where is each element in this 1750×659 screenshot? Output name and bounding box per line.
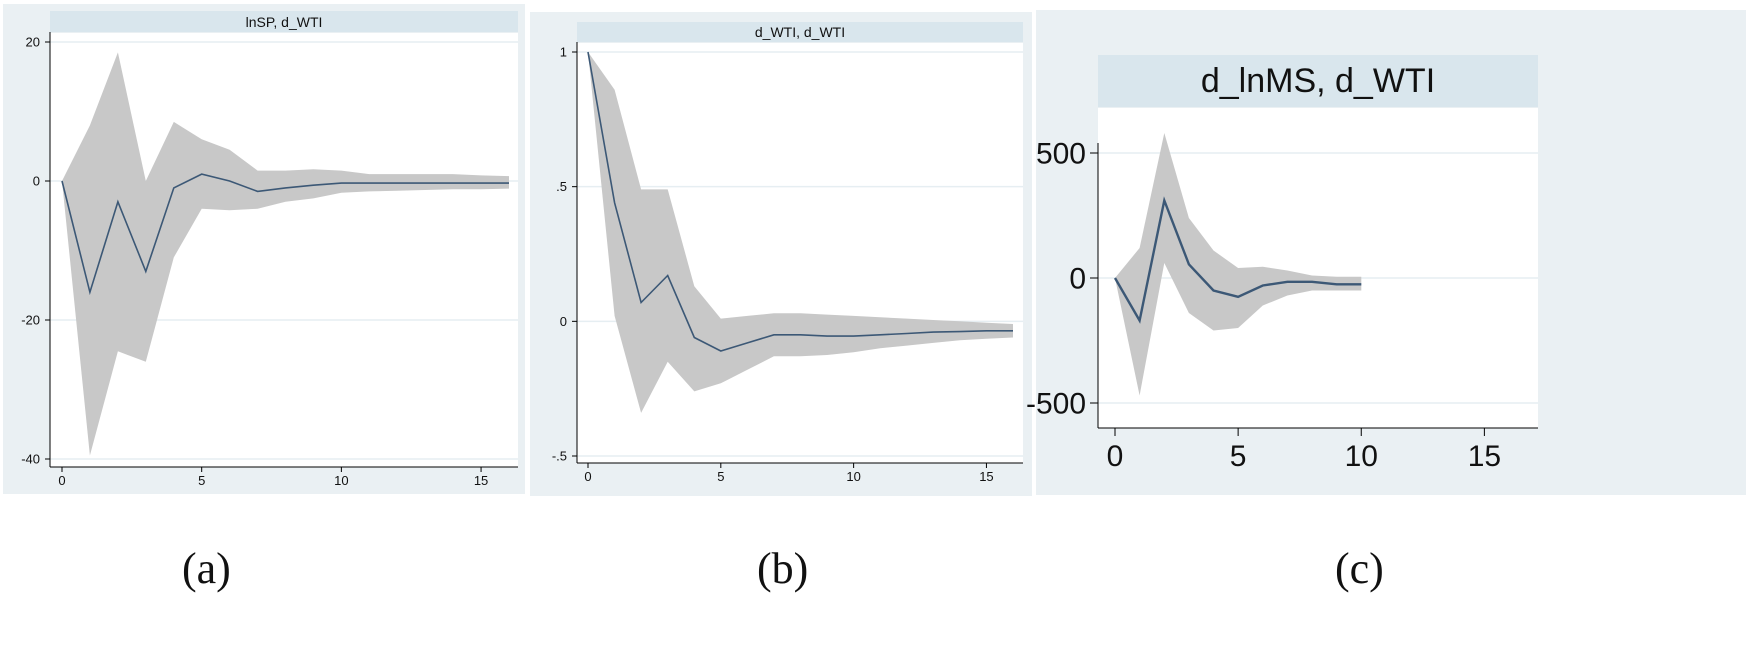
y-tick-label: 0 <box>33 174 40 189</box>
irf-line <box>1113 196 1362 324</box>
x-tick-label: 0 <box>1107 440 1124 473</box>
y-tick-label: 0 <box>560 314 567 329</box>
chart-title-a: lnSP, d_WTI <box>50 11 518 32</box>
y-tick-label: -500 <box>1026 388 1086 421</box>
y-tick-label: -20 <box>21 313 40 328</box>
y-tick-label: 500 <box>1036 138 1086 171</box>
x-tick-label: 15 <box>1468 440 1501 473</box>
y-tick-label: -40 <box>21 452 40 467</box>
x-tick-label: 0 <box>58 473 65 488</box>
confidence-band <box>62 52 509 456</box>
chart-title-b: d_WTI, d_WTI <box>577 22 1023 42</box>
caption-a: (a) <box>182 544 231 593</box>
y-tick-label: 0 <box>1069 263 1086 296</box>
caption-c: (c) <box>1335 544 1384 593</box>
x-tick-label: 15 <box>979 469 993 484</box>
chart-a: -40 -20 0 20 0 5 10 15 <box>21 32 518 488</box>
x-tick-label: 10 <box>1345 440 1378 473</box>
chart-c: -500 0 500 0 5 10 15 <box>1026 133 1538 473</box>
x-tick-label: 15 <box>474 473 488 488</box>
caption-b: (b) <box>757 544 809 593</box>
x-tick-label: 0 <box>584 469 591 484</box>
x-tick-label: 5 <box>1230 440 1247 473</box>
y-tick-label: 1 <box>560 45 567 60</box>
chart-b: -.50.510 5 10 15 <box>552 42 1023 484</box>
confidence-band <box>1115 133 1362 396</box>
irf-line <box>61 173 509 296</box>
x-tick-label: 10 <box>846 469 860 484</box>
chart-title-c: d_lnMS, d_WTI <box>1098 55 1538 107</box>
x-tick-label: 5 <box>717 469 724 484</box>
x-tick-label: 5 <box>198 473 205 488</box>
x-tick-label: 10 <box>334 473 348 488</box>
y-tick-label: .5 <box>556 179 567 194</box>
y-tick-label: 20 <box>26 35 40 50</box>
irf-line <box>587 51 1013 352</box>
y-tick-label: -.5 <box>552 449 567 464</box>
confidence-band <box>588 52 1013 413</box>
